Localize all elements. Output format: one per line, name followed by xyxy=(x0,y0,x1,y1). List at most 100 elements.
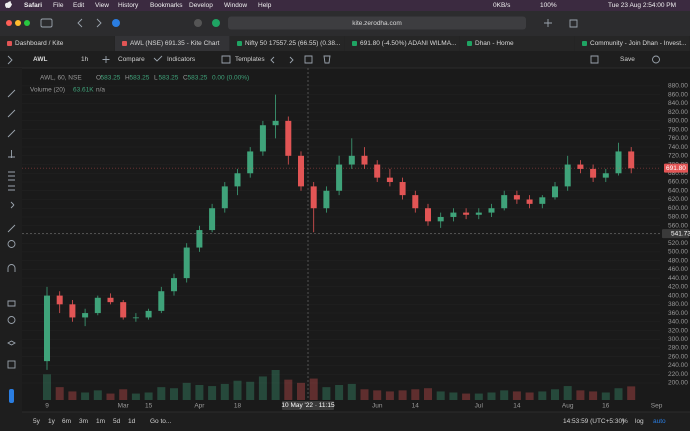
auto-toggle[interactable]: auto xyxy=(653,418,666,425)
tab[interactable] xyxy=(230,36,345,51)
ext-icon[interactable] xyxy=(194,19,202,27)
x-tick-label: 14 xyxy=(513,403,521,410)
ext-icon[interactable] xyxy=(212,19,220,27)
tab-title[interactable]: Dhan - Home xyxy=(475,40,514,47)
candle-body xyxy=(513,195,520,200)
candle-body xyxy=(158,291,165,311)
minimize-button[interactable] xyxy=(15,20,21,26)
tab-title[interactable]: AWL (NSE) 691.35 - Kite Chart xyxy=(130,40,220,47)
volume-bar xyxy=(551,389,559,400)
volume-bar xyxy=(81,392,90,400)
x-tick-label: Sep xyxy=(651,403,663,410)
save-button[interactable]: Save xyxy=(620,56,635,63)
ohlc-label: O xyxy=(96,75,101,82)
visibility-tool[interactable] xyxy=(7,316,16,324)
range-button[interactable]: 5d xyxy=(113,418,121,425)
compare-button[interactable]: Compare xyxy=(118,56,145,63)
volume-bar xyxy=(373,390,382,400)
volume-bar xyxy=(43,374,51,400)
menu-item[interactable]: Bookmarks xyxy=(150,2,183,9)
menu-item[interactable]: History xyxy=(118,2,139,9)
indicators-button[interactable]: Indicators xyxy=(167,56,196,63)
volume-bar xyxy=(347,383,356,400)
candle-body xyxy=(412,195,419,209)
candle-body xyxy=(323,190,330,209)
close-button[interactable] xyxy=(6,20,12,26)
browser-actions[interactable] xyxy=(544,19,578,28)
candle-body xyxy=(361,155,368,165)
candle-body xyxy=(463,212,470,215)
tab-icon xyxy=(7,41,12,46)
clock[interactable]: Tue 23 Aug 2:54:00 PM xyxy=(608,2,676,9)
y-tick-label: 420.00 xyxy=(668,284,688,291)
interval[interactable]: 1h xyxy=(81,56,89,63)
candle-body xyxy=(488,208,495,213)
symbol[interactable]: AWL xyxy=(33,56,47,63)
tab[interactable] xyxy=(575,36,690,51)
tab[interactable] xyxy=(115,36,230,51)
ext-icon[interactable] xyxy=(112,19,120,27)
bottom-bar xyxy=(0,412,690,431)
candle-body xyxy=(399,182,406,196)
ohlc-label: H xyxy=(125,75,130,82)
menu-item[interactable]: Help xyxy=(258,2,272,9)
tab-title[interactable]: Dashboard / Kite xyxy=(15,40,64,47)
y-tick-label: 780.00 xyxy=(668,126,688,133)
volume-bar xyxy=(385,391,394,400)
ohlc-value: 583.25 xyxy=(101,75,121,82)
menu-item[interactable]: Window xyxy=(224,2,247,9)
menu-item[interactable]: Develop xyxy=(189,2,213,9)
address-bar[interactable] xyxy=(228,16,526,30)
y-tick-label: 200.00 xyxy=(668,380,688,387)
url[interactable]: kite.zerodha.com xyxy=(352,20,402,27)
volume-bar xyxy=(589,391,598,400)
tab-title[interactable]: Nifty 50 17557.25 (66.55) (0.38... xyxy=(245,40,341,47)
volume-bar xyxy=(246,381,255,400)
sidebar-button[interactable] xyxy=(40,18,53,28)
candle-body xyxy=(234,173,241,187)
nav-buttons[interactable] xyxy=(77,18,102,28)
range-button[interactable]: 1d xyxy=(128,418,136,425)
y-tick-label: 740.00 xyxy=(668,144,688,151)
candle-body xyxy=(615,151,622,174)
settings-button[interactable] xyxy=(652,55,660,64)
goto-button[interactable]: Go to... xyxy=(150,418,172,425)
range-button[interactable]: 1y xyxy=(48,418,56,425)
menu-item[interactable]: View xyxy=(95,2,109,9)
y-tick-label: 460.00 xyxy=(668,266,688,273)
tab-title[interactable]: Community - Join Dhan - Invest... xyxy=(590,40,687,47)
apple-logo[interactable] xyxy=(5,1,12,8)
tab-title[interactable]: 691.80 (-4.50%) ADANI WILMA... xyxy=(360,40,457,47)
volume-bar xyxy=(208,386,217,400)
volume-bar xyxy=(93,390,102,400)
toolbar-icons[interactable] xyxy=(102,55,599,64)
range-button[interactable]: 6m xyxy=(62,418,71,425)
range-button[interactable]: 3m xyxy=(79,418,88,425)
tab[interactable] xyxy=(460,36,575,51)
tab[interactable] xyxy=(0,36,115,51)
tabs: Dashboard / Kite AWL (NSE) 691.35 - Kite … xyxy=(0,36,690,51)
zoom-tool[interactable] xyxy=(7,240,16,248)
tab[interactable] xyxy=(345,36,460,51)
volume-bar xyxy=(474,393,483,400)
x-tick-label: Apr xyxy=(194,403,205,410)
candle-body xyxy=(539,197,546,204)
menu-item[interactable]: File xyxy=(53,2,64,9)
templates-button[interactable]: Templates xyxy=(235,56,265,63)
delete-tool[interactable] xyxy=(7,360,16,369)
y-tick-label: 520.00 xyxy=(668,240,688,247)
volume-bar xyxy=(449,392,458,400)
y-tick-label: 680.00 xyxy=(668,170,688,177)
volume-bar xyxy=(424,388,432,400)
zoom-button[interactable] xyxy=(24,20,30,26)
app-name[interactable]: Safari xyxy=(24,2,42,9)
drawing-tools[interactable] xyxy=(7,55,16,346)
range-button[interactable]: 5y xyxy=(33,418,41,425)
candle-body xyxy=(552,186,558,198)
range-button[interactable]: 1m xyxy=(96,418,105,425)
volume-bar xyxy=(538,391,547,400)
log-toggle[interactable]: log xyxy=(635,418,644,425)
percent-toggle[interactable]: % xyxy=(622,418,628,425)
volume-value: 63.61K xyxy=(73,87,94,94)
menu-item[interactable]: Edit xyxy=(73,2,84,9)
